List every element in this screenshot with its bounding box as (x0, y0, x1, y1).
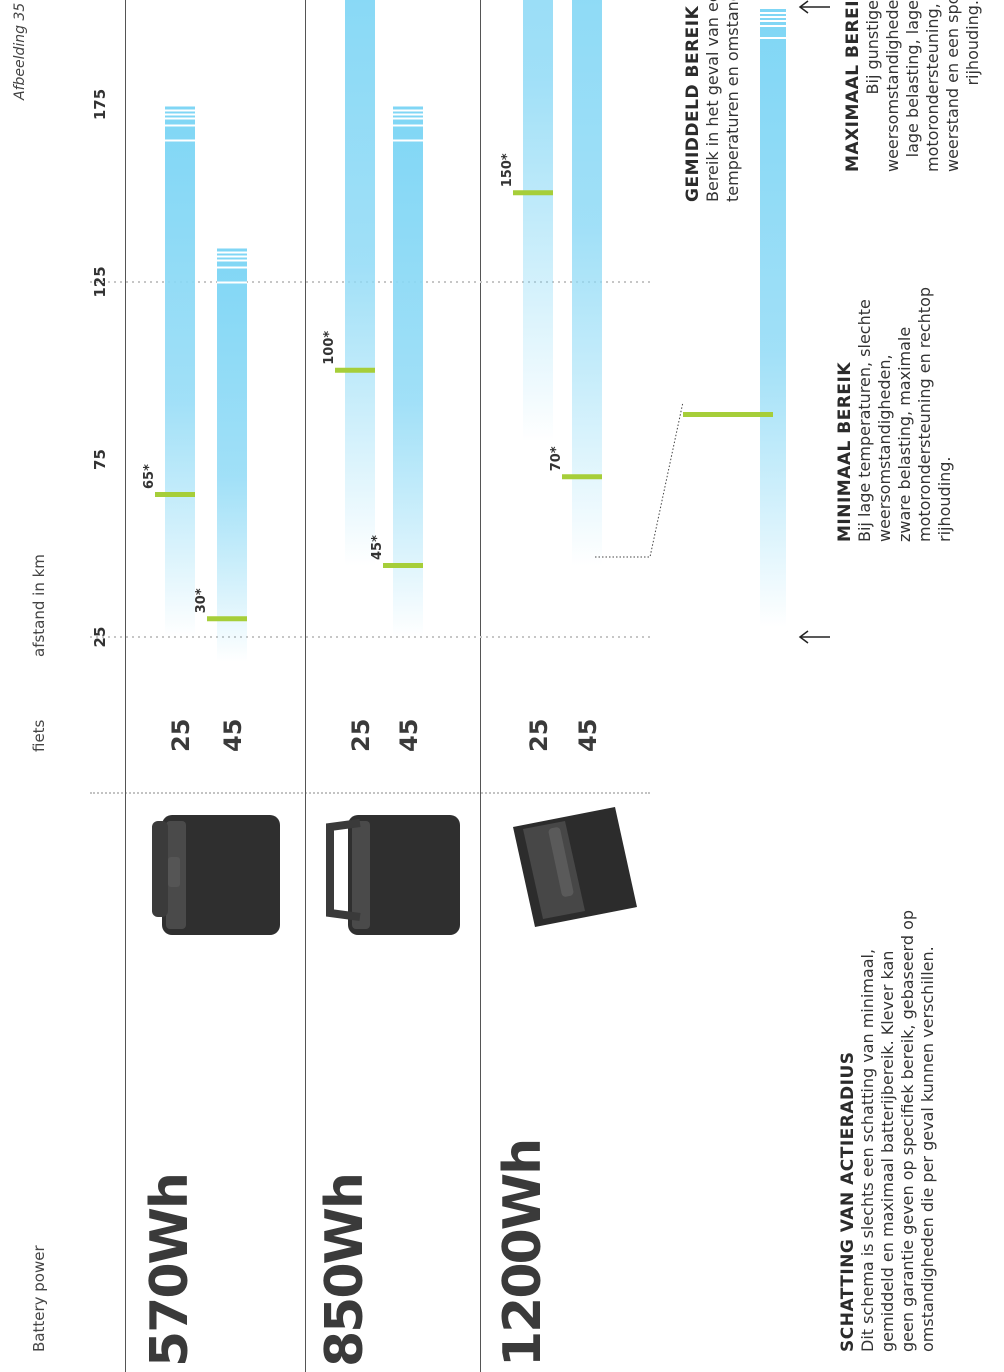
legend-min-title: MINIMAAL BEREIK (835, 361, 855, 542)
speed-label-0-0: 25 (167, 719, 195, 752)
legend-min-arrowhead (798, 630, 809, 644)
bar-stripe-0-0-3 (165, 117, 195, 120)
bar-stripe-0-0-4 (165, 124, 195, 127)
bar-stripe-0-1-3 (217, 259, 247, 262)
bar-stripe-0-0-2 (165, 113, 195, 116)
legend-min-line-3: motorondersteuning en rechtop (915, 286, 934, 542)
range-bar-0-0 (165, 104, 195, 637)
speed-label-0-1: 45 (219, 719, 247, 752)
bar-stripe-0-1-1 (217, 251, 247, 254)
bar-stripe-0-0-0 (165, 104, 195, 107)
range-bar-0-1 (217, 246, 247, 662)
avg-marker-2-1 (562, 474, 602, 480)
range-bar-1-1 (393, 104, 423, 637)
bar-stripe-0-1-4 (217, 266, 247, 269)
tick-label-125: 125 (91, 266, 109, 297)
tick-label-25: 25 (91, 627, 109, 648)
legend-avg-line-1: temperaturen en omstandigheden. (723, 0, 742, 202)
legend-max-line-2: lage belasting, lage (903, 0, 922, 158)
battery-850-icon (326, 815, 460, 935)
bar-stripe-0-1-2 (217, 255, 247, 258)
tick-label-75: 75 (91, 449, 109, 470)
legend-avg-title: GEMIDDELD BEREIK (683, 5, 703, 202)
legend-max-line-1: weersomstandigheden, (883, 0, 902, 172)
legend-stripe-4 (760, 25, 786, 27)
legend-sample-bar (760, 7, 786, 627)
bar-stripe-0-0-1 (165, 109, 195, 112)
range-bar-2-0 (523, 0, 553, 442)
legend-stripe-0 (760, 7, 786, 9)
legend-max-line-4: weerstand en een sportieve (943, 0, 962, 172)
legend-avg-line-0: Bereik in het geval van een mix van (703, 0, 722, 202)
estimate-line-1: gemiddeld en maximaal batterijbereik. Kl… (878, 950, 897, 1352)
estimate-line-0: Dit schema is slechts een schatting van … (858, 948, 877, 1352)
bar-stripe-1-1-3 (393, 117, 423, 120)
bar-stripe-0-1-5 (217, 281, 247, 284)
legend-avg-block: GEMIDDELD BEREIK Bereik in het geval van… (683, 0, 743, 202)
legend-min-line-0: Bij lage temperaturen, slechte (855, 299, 874, 542)
range-bar-2-1 (572, 0, 602, 566)
estimate-line-3: omstandigheden die per geval kunnen vers… (918, 946, 937, 1352)
bar-stripe-1-1-2 (393, 113, 423, 116)
legend-max-title: MAXIMAAL BEREIK (843, 0, 863, 172)
battery-570-icon (152, 815, 280, 935)
bar-stripe-0-0-5 (165, 139, 195, 142)
legend-stripe-3 (760, 20, 786, 22)
speed-label-2-0: 25 (525, 719, 553, 752)
bar-stripe-1-1-5 (393, 139, 423, 142)
legend-max-line-5: rijhouding. (963, 0, 982, 86)
legend-stripe-2 (760, 16, 786, 18)
estimate-line-2: geen garantie geven op specifiek bereik,… (898, 909, 917, 1352)
avg-marker-1-0 (335, 367, 375, 373)
avg-marker-2-0 (513, 190, 553, 196)
legend-max-block: MAXIMAAL BEREIK Bij gunstige weersomstan… (843, 0, 983, 172)
avg-label-1-0: 100* (322, 331, 337, 365)
speed-label-1-0: 25 (347, 719, 375, 752)
legend-stripe-5 (760, 37, 786, 39)
avg-label-0-1: 30* (194, 588, 209, 613)
speed-label-2-1: 45 (574, 719, 602, 752)
estimate-block: SCHATTING VAN ACTIERADIUS Dit schema is … (838, 910, 938, 1352)
range-bar-1-0 (345, 0, 375, 566)
bar-stripe-0-1-0 (217, 246, 247, 249)
legend-min-line-4: rijhouding. (935, 456, 954, 542)
bar-stripe-1-1-4 (393, 124, 423, 127)
bar-stripe-1-1-0 (393, 104, 423, 107)
avg-marker-0-1 (207, 616, 247, 622)
legend-avg-marker (683, 412, 773, 417)
legend-max-line-3: motorondersteuning, lage (923, 0, 942, 172)
legend-min-block: MINIMAAL BEREIK Bij lage temperaturen, s… (835, 287, 955, 542)
estimate-title: SCHATTING VAN ACTIERADIUS (838, 1051, 858, 1353)
legend-min-line-1: weersomstandigheden, (875, 354, 894, 542)
avg-label-2-1: 70* (549, 446, 564, 471)
avg-label-2-0: 150* (500, 153, 515, 187)
legend-min-line-2: zware belasting, maximale (895, 326, 914, 542)
legend-max-arrowhead (798, 0, 809, 14)
avg-marker-1-1 (383, 563, 423, 568)
speed-label-1-1: 45 (395, 719, 423, 752)
avg-marker-0-0 (155, 492, 195, 497)
legend-max-line-0: Bij gunstige (863, 0, 882, 95)
legend-stripe-1 (760, 12, 786, 14)
avg-label-0-0: 65* (142, 464, 157, 489)
bar-stripe-1-1-1 (393, 109, 423, 112)
legend-leader-line (595, 401, 684, 558)
tick-label-175: 175 (91, 89, 109, 120)
battery-1200-icon (513, 807, 637, 927)
avg-label-1-1: 45* (370, 535, 385, 560)
